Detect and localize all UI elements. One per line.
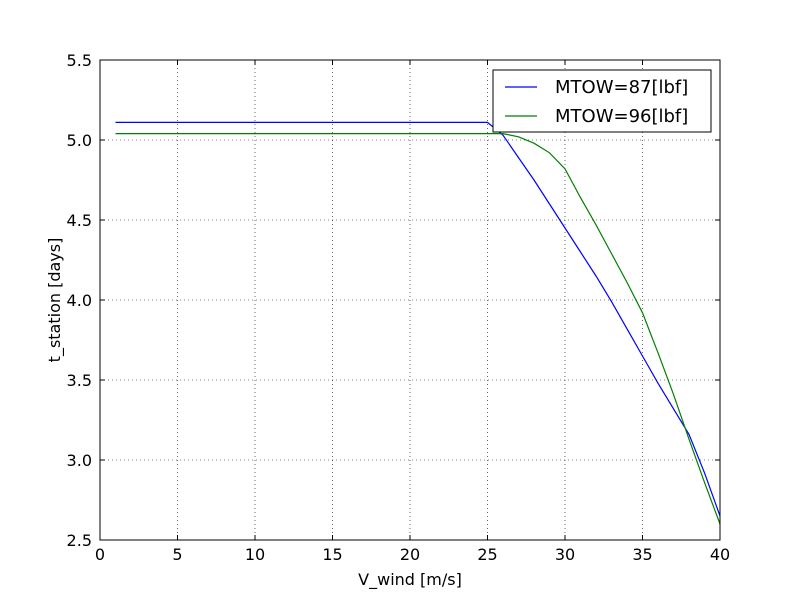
x-tick-label: 35 — [632, 545, 652, 564]
x-tick-label: 30 — [555, 545, 575, 564]
y-axis-label: t_station [days] — [45, 238, 65, 363]
y-tick-label: 3.5 — [67, 371, 92, 390]
x-tick-label: 40 — [710, 545, 730, 564]
legend: MTOW=87[lbf] MTOW=96[lbf] — [492, 69, 712, 133]
y-tick-label: 5.0 — [67, 131, 92, 150]
legend-box — [492, 69, 712, 133]
x-tick-label: 15 — [322, 545, 342, 564]
y-tick-label: 4.0 — [67, 291, 92, 310]
axis-ticks — [99, 59, 721, 541]
x-tick-label: 5 — [172, 545, 182, 564]
tick-labels: 0 5 10 15 20 25 30 35 40 2.5 3.0 3.5 4.0 4.5 5.0 5.5 — [67, 51, 731, 564]
x-tick-label: 25 — [477, 545, 497, 564]
y-tick-label: 3.0 — [67, 451, 92, 470]
series-line-0 — [115, 121, 721, 517]
series-line-1 — [115, 133, 721, 525]
y-tick-label: 4.5 — [67, 211, 92, 230]
x-tick-label: 0 — [95, 545, 105, 564]
y-tick-label: 5.5 — [67, 51, 92, 70]
grid — [100, 60, 720, 540]
y-tick-label: 2.5 — [67, 531, 92, 550]
x-axis-label: V_wind [m/s] — [358, 570, 462, 590]
x-tick-label: 10 — [245, 545, 265, 564]
x-tick-label: 20 — [400, 545, 420, 564]
plot-lines — [115, 121, 721, 525]
legend-label-mtow-96: MTOW=96[lbf] — [555, 106, 688, 127]
legend-label-mtow-87: MTOW=87[lbf] — [555, 77, 688, 98]
